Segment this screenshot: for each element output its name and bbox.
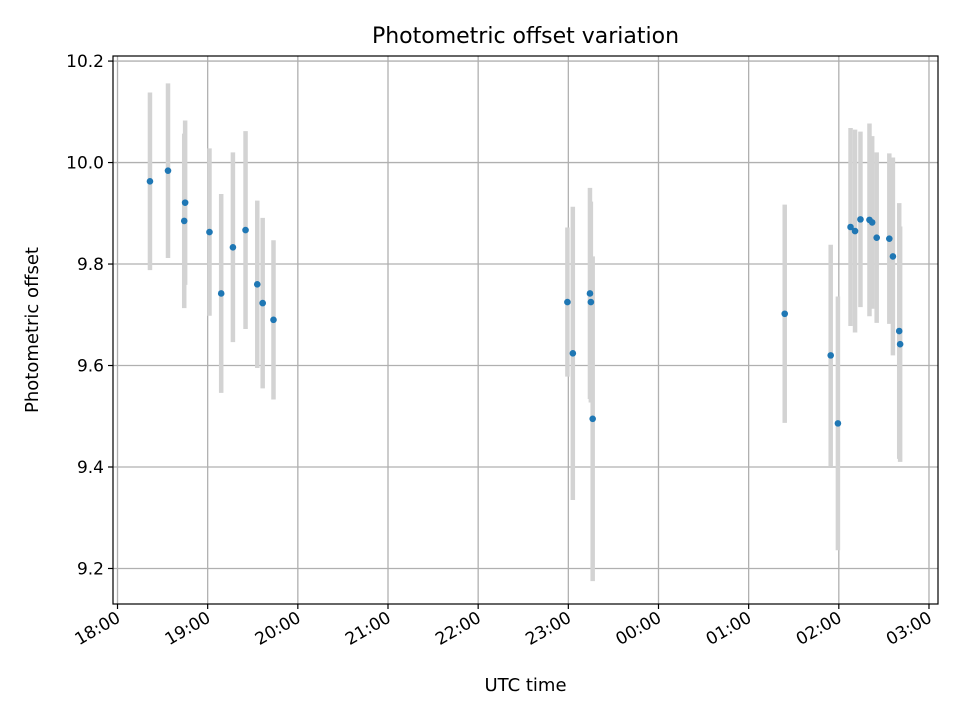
data-point [229,243,237,251]
error-bars [147,83,903,582]
plot-frame [112,55,939,605]
data-point [589,415,596,423]
x-tick-label: 01:00 [703,608,755,650]
y-tick-label: 10.0 [66,154,104,174]
data-point [868,219,876,226]
data-point [886,235,893,242]
data-point [242,226,249,234]
data-point [895,327,903,335]
data-point [206,228,213,236]
y-axis-label: Photometric offset [22,247,43,413]
data-point [217,290,225,297]
x-axis-label: UTC time [484,675,566,696]
data-point [587,298,595,306]
data-point [873,234,880,241]
y-tick-label: 9.4 [77,458,104,478]
data-point [586,290,594,297]
x-tick-label: 20:00 [252,608,304,650]
y-tick-label: 9.8 [77,255,104,275]
grid [113,56,938,604]
data-point [270,316,277,324]
data-point [181,199,189,206]
data-point [253,281,261,288]
data-point [564,298,571,306]
x-tick-label: 23:00 [522,608,574,650]
x-axis-ticks: 18:00 19:00 20:00 21:00 22:00 23:00 00:00 01:00… [72,604,935,650]
data-point [851,227,859,235]
data-point [834,420,842,427]
data-point [781,310,789,318]
x-tick-label: 18:00 [72,608,124,650]
data-point [180,217,188,225]
chart-title: Photometric offset variation [372,24,679,49]
x-tick-label: 00:00 [613,608,665,650]
y-axis-ticks: 9.2 9.4 9.6 9.8 10.0 10.2 [66,52,113,579]
y-tick-label: 10.2 [66,52,104,72]
x-tick-label: 02:00 [793,608,845,650]
y-tick-label: 9.6 [77,357,104,377]
data-points [146,167,904,427]
data-point [569,350,577,357]
x-tick-label: 03:00 [883,608,935,650]
x-tick-label: 19:00 [162,608,214,650]
y-tick-label: 9.2 [77,559,104,579]
data-point [259,299,266,307]
data-point [896,340,904,348]
x-tick-label: 22:00 [432,608,484,650]
data-point [847,223,854,231]
x-tick-label: 21:00 [342,608,394,650]
data-point [827,352,835,359]
data-point [146,178,154,185]
data-point [164,167,172,174]
data-point [889,253,897,260]
data-point [857,216,864,223]
